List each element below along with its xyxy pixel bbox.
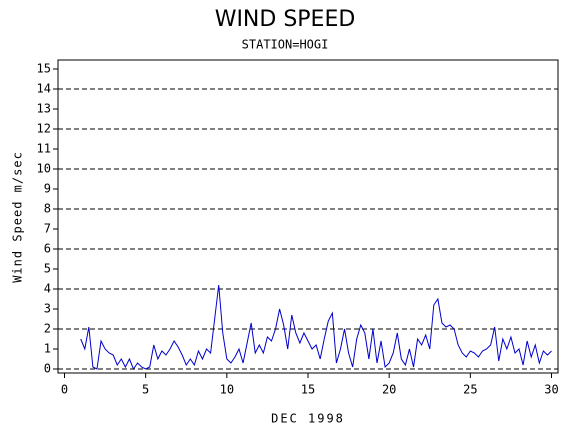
x-tick-label: 10: [220, 383, 234, 397]
x-tick-label: 5: [142, 383, 149, 397]
x-tick-label: 20: [382, 383, 396, 397]
y-axis-label: Wind Speed m/sec: [11, 151, 25, 283]
x-tick-label: 30: [544, 383, 558, 397]
y-tick-label: 9: [44, 182, 51, 196]
y-tick-label: 5: [44, 262, 51, 276]
x-tick-label: 0: [61, 383, 68, 397]
data-line: [80, 284, 552, 371]
x-axis-label: DEC 1998: [271, 412, 345, 426]
y-tick-label: 3: [44, 302, 51, 316]
y-tick-label: 8: [44, 202, 51, 216]
y-tick-label: 10: [37, 162, 51, 176]
y-tick-label: 12: [37, 122, 51, 136]
y-tick-label: 0: [44, 362, 51, 376]
x-tick-label: 25: [463, 383, 477, 397]
chart-subtitle: STATION=HOGI: [242, 38, 329, 52]
y-tick-label: 2: [44, 322, 51, 336]
y-tick-label: 14: [37, 82, 51, 96]
y-tick-label: 4: [44, 282, 51, 296]
y-tick-label: 11: [37, 142, 51, 156]
plot-frame: [57, 59, 559, 374]
y-tick-label: 15: [37, 62, 51, 76]
y-tick-label: 7: [44, 222, 51, 236]
y-tick-label: 13: [37, 102, 51, 116]
y-tick-label: 1: [44, 342, 51, 356]
chart-title: WIND SPEED: [215, 7, 356, 32]
y-tick-label: 6: [44, 242, 51, 256]
x-tick-label: 15: [301, 383, 315, 397]
